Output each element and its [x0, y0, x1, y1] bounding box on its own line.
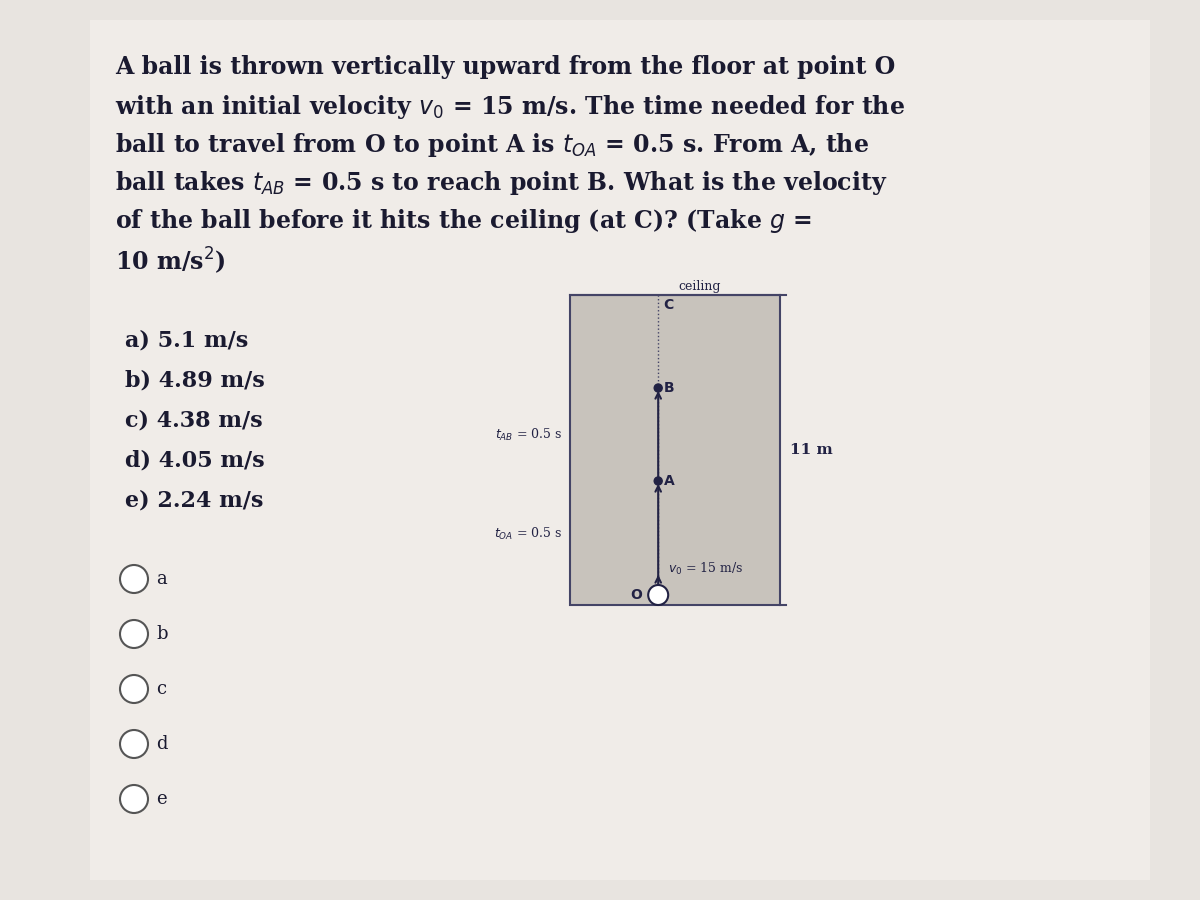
- Text: d) 4.05 m/s: d) 4.05 m/s: [125, 450, 265, 472]
- Text: ball takes $t_{AB}$ = 0.5 s to reach point B. What is the velocity: ball takes $t_{AB}$ = 0.5 s to reach poi…: [115, 169, 887, 197]
- Circle shape: [654, 384, 662, 392]
- Text: $v_0$ = 15 m/s: $v_0$ = 15 m/s: [668, 561, 744, 577]
- Circle shape: [120, 620, 148, 648]
- Text: A ball is thrown vertically upward from the floor at point O: A ball is thrown vertically upward from …: [115, 55, 895, 79]
- Text: O: O: [630, 588, 642, 602]
- Text: with an initial velocity $v_0$ = 15 m/s. The time needed for the: with an initial velocity $v_0$ = 15 m/s.…: [115, 93, 905, 121]
- Text: d: d: [156, 735, 168, 753]
- Circle shape: [648, 585, 668, 605]
- Text: c) 4.38 m/s: c) 4.38 m/s: [125, 410, 263, 432]
- Text: B: B: [665, 381, 674, 395]
- Text: $t_{OA}$ = 0.5 s: $t_{OA}$ = 0.5 s: [494, 526, 562, 542]
- Text: e: e: [156, 790, 167, 808]
- Text: of the ball before it hits the ceiling (at C)? (Take $g$ =: of the ball before it hits the ceiling (…: [115, 207, 812, 235]
- Text: $t_{AB}$ = 0.5 s: $t_{AB}$ = 0.5 s: [494, 427, 562, 443]
- Text: a: a: [156, 570, 167, 588]
- Text: a) 5.1 m/s: a) 5.1 m/s: [125, 330, 248, 352]
- Text: b) 4.89 m/s: b) 4.89 m/s: [125, 370, 265, 392]
- Text: 11 m: 11 m: [790, 443, 833, 457]
- Text: A: A: [665, 474, 674, 488]
- Circle shape: [654, 477, 662, 485]
- FancyBboxPatch shape: [570, 295, 780, 605]
- Text: ceiling: ceiling: [678, 280, 721, 293]
- Circle shape: [120, 675, 148, 703]
- Circle shape: [120, 785, 148, 813]
- Text: e) 2.24 m/s: e) 2.24 m/s: [125, 490, 263, 512]
- Text: ball to travel from O to point A is $t_{OA}$ = 0.5 s. From A, the: ball to travel from O to point A is $t_{…: [115, 131, 869, 159]
- Circle shape: [120, 730, 148, 758]
- Circle shape: [120, 565, 148, 593]
- Text: C: C: [664, 298, 673, 312]
- Text: b: b: [156, 625, 168, 643]
- Text: c: c: [156, 680, 166, 698]
- FancyBboxPatch shape: [90, 20, 1150, 880]
- Text: 10 m/s$^2$): 10 m/s$^2$): [115, 245, 226, 275]
